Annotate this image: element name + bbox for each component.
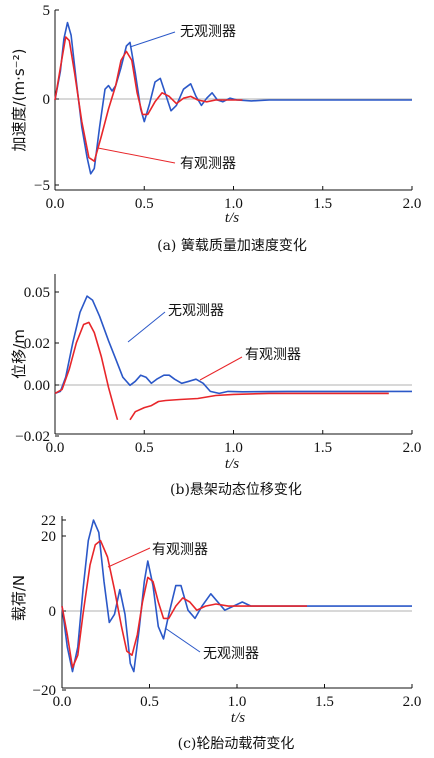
y-tick-label: 22 [41, 513, 56, 529]
x-tick-label: 0.5 [135, 440, 154, 456]
y-axis-label: 载荷/N [10, 575, 28, 621]
annotation-without-observer: 无观测器 [168, 303, 224, 319]
series-line-with-observer [61, 539, 307, 669]
x-tick-label: 0.5 [135, 196, 154, 212]
annotation-with-observer: 有观测器 [152, 542, 208, 558]
x-tick-label: 1.0 [224, 440, 243, 456]
x-axis-label: t/s [225, 210, 239, 226]
x-tick-label: 0.0 [46, 196, 65, 212]
x-tick-label: 2.0 [403, 440, 422, 456]
x-tick-label: 1.5 [313, 196, 332, 212]
y-ticks: 0.05 0.02 0.00 −0.02 [15, 285, 59, 445]
x-tick-label: 2.0 [403, 694, 422, 710]
y-tick-label: 0.05 [24, 285, 50, 301]
y-tick-label: 0.00 [24, 378, 50, 394]
x-tick-label: 1.5 [313, 440, 332, 456]
x-tick-label: 0.5 [140, 694, 159, 710]
caption: (a) 簧载质量加速度变化 [157, 238, 307, 254]
y-ticks: 5 0 −5 [34, 3, 59, 194]
y-tick-label: 0 [43, 92, 51, 108]
series-line-with-observer [54, 36, 243, 162]
x-ticks: 0.0 0.5 1.0 1.5 2.0 [46, 186, 422, 212]
x-tick-label: 1.0 [224, 196, 243, 212]
x-tick-label: 0.0 [53, 694, 72, 710]
x-tick-label: 2.0 [403, 196, 422, 212]
y-tick-label: 0.02 [24, 336, 50, 352]
axes [61, 516, 412, 689]
x-ticks: 0.0 0.5 1.0 1.5 2.0 [46, 430, 422, 456]
series-line-with-observer [54, 321, 389, 421]
annotations: 无观测器 有观测器 [97, 24, 236, 172]
axes [54, 274, 412, 435]
y-axis-label: 加速度/(m·s⁻²) [10, 49, 28, 152]
y-tick-label: −0.02 [15, 429, 50, 445]
y-axis-label: 位移/m [10, 329, 28, 379]
x-ticks: 0.0 0.5 1.0 1.5 2.0 [53, 684, 422, 710]
x-tick-label: 1.0 [228, 694, 247, 710]
x-axis-label: t/s [231, 710, 245, 726]
y-tick-label: −5 [34, 178, 50, 194]
series-line-without-observer [54, 21, 412, 175]
annotations: 有观测器 无观测器 [107, 542, 259, 662]
x-tick-label: 1.5 [315, 694, 334, 710]
x-axis-label: t/s [225, 456, 239, 472]
displacement-chart: 0.0 0.5 1.0 1.5 2.0 0.05 0.02 0.00 −0.02 位移/m t… [10, 274, 422, 498]
caption: (b)悬架动态位移变化 [170, 482, 302, 498]
y-tick-label: 20 [41, 529, 56, 545]
x-tick-label: 0.0 [46, 440, 65, 456]
annotations: 无观测器 有观测器 [127, 303, 301, 381]
y-tick-label: 5 [43, 3, 51, 19]
y-tick-label: −20 [33, 683, 56, 699]
y-tick-label: 0 [49, 604, 57, 620]
caption: (c)轮胎动载荷变化 [178, 736, 295, 752]
annotation-with-observer: 有观测器 [180, 156, 236, 172]
annotation-without-observer: 无观测器 [203, 646, 259, 662]
acceleration-chart: 0.0 0.5 1.0 1.5 2.0 5 0 −5 加速度/(m·s⁻²) t/s 无观测… [10, 3, 422, 254]
series-line-without-observer [54, 295, 412, 395]
annotation-without-observer: 无观测器 [180, 24, 236, 40]
annotation-with-observer: 有观测器 [245, 347, 301, 363]
